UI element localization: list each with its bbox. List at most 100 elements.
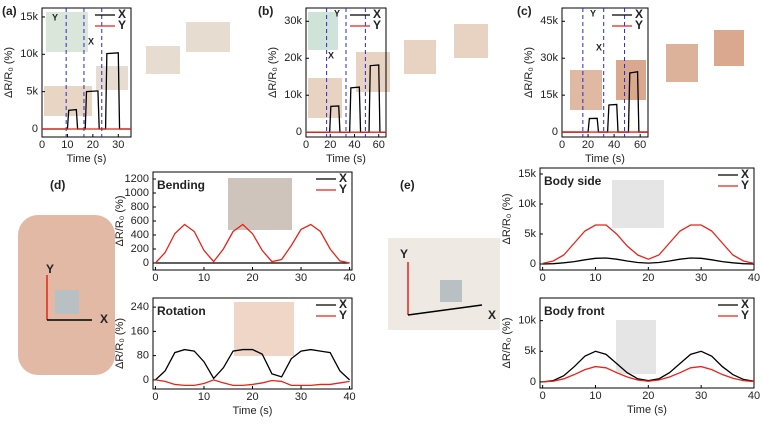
photo-label: Y [400, 247, 408, 261]
inset-label: Y [334, 8, 340, 18]
y-tick-label: 1200 [125, 173, 149, 185]
y-tick-label: 0 [530, 376, 536, 388]
x-tick-label: 10 [198, 272, 210, 284]
panel: 0 10 20 30 40 0 5k 10k Time (s) ΔR/R₀ (%) XY Body f… [501, 297, 760, 416]
y-tick-label: 240 [131, 301, 149, 313]
legend-label: Y [741, 178, 749, 192]
legend-label: Y [339, 308, 347, 322]
x-tick-label: 60 [373, 139, 385, 151]
inset-label: X [328, 50, 334, 60]
y-axis-label: ΔR/R₀ (%) [501, 193, 513, 244]
x-tick-label: 20 [87, 139, 99, 151]
x-tick-label: 0 [540, 390, 546, 402]
annotation: Rotation [157, 304, 206, 318]
photo-label: X [100, 312, 108, 326]
x-tick-label: 30 [695, 272, 707, 284]
y-axis-label: ΔR/R₀ (%) [114, 318, 126, 369]
y-tick-label: 0 [552, 126, 558, 138]
sensor [55, 290, 79, 314]
y-tick-label: 15k [518, 168, 536, 180]
legend-label: X [741, 297, 749, 311]
y-tick-label: 5k [524, 228, 536, 240]
x-tick-label: 20 [642, 390, 654, 402]
legend-label: X [741, 167, 749, 181]
series-line [154, 348, 351, 381]
photo [228, 178, 292, 230]
x-tick-label: 0 [152, 391, 158, 403]
series-line [542, 365, 755, 383]
x-tick-label: 30 [112, 139, 124, 151]
y-tick-label: 5k [524, 345, 536, 357]
plot-frame [41, 7, 132, 138]
legend-label: Y [635, 18, 643, 32]
y-tick-label: 80 [137, 350, 149, 362]
x-tick-label: 20 [246, 272, 258, 284]
y-tick-label: 1000 [125, 187, 149, 199]
x-axis-label: Time (s) [585, 153, 625, 165]
x-tick-label: 20 [324, 139, 336, 151]
y-tick-label: 10k [284, 89, 302, 101]
annotation: Body front [544, 304, 605, 318]
panel-label: (e) [400, 178, 415, 192]
panel-label: (b) [258, 4, 273, 18]
x-tick-label: 0 [303, 139, 309, 151]
photo [46, 12, 88, 52]
plot-frame [561, 7, 649, 138]
series-line [154, 223, 350, 264]
y-tick-label: 15k [20, 11, 38, 23]
y-tick-label: 15k [540, 89, 558, 101]
y-tick-label: 400 [131, 229, 149, 241]
y-tick-label: 45k [540, 15, 558, 27]
series-line [542, 257, 755, 265]
y-tick-label: 200 [131, 243, 149, 255]
series-line [42, 52, 131, 130]
photo-label: X [488, 308, 496, 322]
y-tick-label: 0 [32, 123, 38, 135]
x-axis-label: Time (s) [627, 404, 667, 416]
inset-label: X [596, 42, 602, 52]
x-tick-label: 0 [39, 139, 45, 151]
x-axis-label: Time (s) [326, 153, 366, 165]
photo-label: Y [46, 262, 54, 276]
legend-label: Y [339, 182, 347, 196]
legend-label: X [373, 7, 381, 21]
photo [570, 70, 602, 110]
photo [454, 24, 488, 58]
photo [356, 52, 390, 92]
x-axis-label: Time (s) [233, 405, 273, 417]
x-tick-label: 0 [540, 272, 546, 284]
x-tick-label: 0 [152, 272, 158, 284]
panel: 0 10 20 30 40 0 80 160 240 Time (s) ΔR/R₀ (%) XY Rot… [114, 297, 356, 417]
y-tick-label: 5k [26, 86, 38, 98]
y-tick-label: 10k [518, 315, 536, 327]
photo [616, 60, 646, 100]
photo [616, 320, 656, 374]
photo [404, 40, 436, 74]
x-tick-label: 0 [559, 139, 565, 151]
plot-frame [539, 167, 755, 271]
panel-label: (c) [517, 4, 532, 18]
annotation: Bending [157, 178, 205, 192]
x-tick-label: 30 [295, 272, 307, 284]
y-tick-label: 0 [143, 374, 149, 386]
photo [666, 44, 698, 82]
photo [186, 22, 230, 52]
x-tick-label: 10 [589, 272, 601, 284]
x-tick-label: 20 [246, 391, 258, 403]
axis-arrow [407, 304, 483, 316]
y-tick-label: 600 [131, 215, 149, 227]
legend-label: Y [741, 308, 749, 322]
y-tick-label: 10k [20, 48, 38, 60]
x-tick-label: 40 [608, 139, 620, 151]
y-axis-label: ΔR/R₀ (%) [501, 317, 513, 368]
inset-label: X [88, 36, 94, 46]
photo [612, 180, 664, 228]
series-line [542, 224, 755, 265]
legend-label: X [339, 171, 347, 185]
series-line [155, 379, 350, 387]
photo [714, 30, 744, 66]
y-axis-label: ΔR/R₀ (%) [114, 195, 126, 246]
